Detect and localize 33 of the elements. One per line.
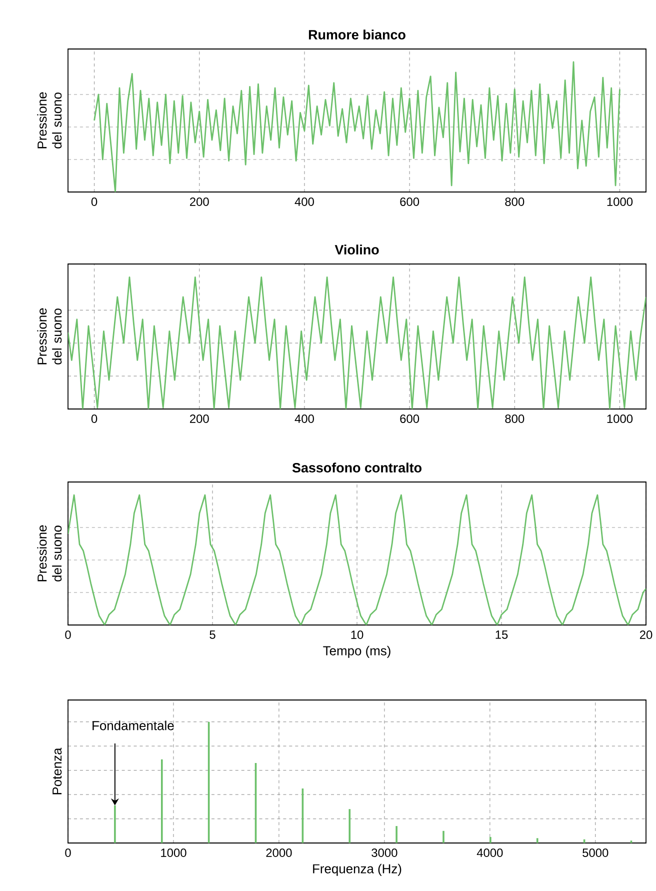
x-tick-label: 15 <box>496 630 508 639</box>
x-tick-label: 4000 <box>476 848 503 857</box>
chart-title: Sassofono contralto <box>292 462 422 473</box>
x-axis-title: Frequenza (Hz) <box>313 864 402 876</box>
y-axis-title: Pressione del suono <box>37 308 62 364</box>
x-tick-label: 5000 <box>582 848 608 857</box>
x-tick-label: 10 <box>351 630 364 639</box>
x-tick-label: 2000 <box>266 848 292 857</box>
x-tick-label: 1000 <box>607 414 633 423</box>
x-tick-label: 200 <box>190 414 209 423</box>
x-tick-label: 600 <box>400 414 420 423</box>
x-tick-label: 600 <box>400 198 420 206</box>
x-tick-label: 1000 <box>161 848 186 857</box>
x-tick-label: 800 <box>505 414 524 423</box>
x-tick-label: 0 <box>91 414 98 423</box>
x-tick-label: 800 <box>505 198 524 206</box>
x-tick-label: 200 <box>190 198 209 206</box>
x-tick-label: 0 <box>65 630 71 639</box>
chart-title: Rumore bianco <box>308 30 406 40</box>
x-tick-label: 400 <box>294 198 314 206</box>
x-tick-label: 1000 <box>607 198 633 206</box>
chart-title: Violino <box>334 244 379 254</box>
annotation: Fondamentale <box>92 720 174 730</box>
y-axis-title: Pressione del suono <box>37 92 62 148</box>
x-axis-title: Tempo (ms) <box>323 646 390 658</box>
y-axis-title: Pressione del suono <box>37 525 62 582</box>
x-tick-label: 5 <box>210 630 216 639</box>
y-axis-title: Potenza <box>52 748 62 794</box>
x-tick-label: 400 <box>294 414 314 423</box>
x-tick-label: 0 <box>91 198 98 206</box>
x-tick-label: 0 <box>65 848 71 857</box>
x-tick-label: 20 <box>640 630 652 639</box>
x-tick-label: 3000 <box>372 848 398 857</box>
